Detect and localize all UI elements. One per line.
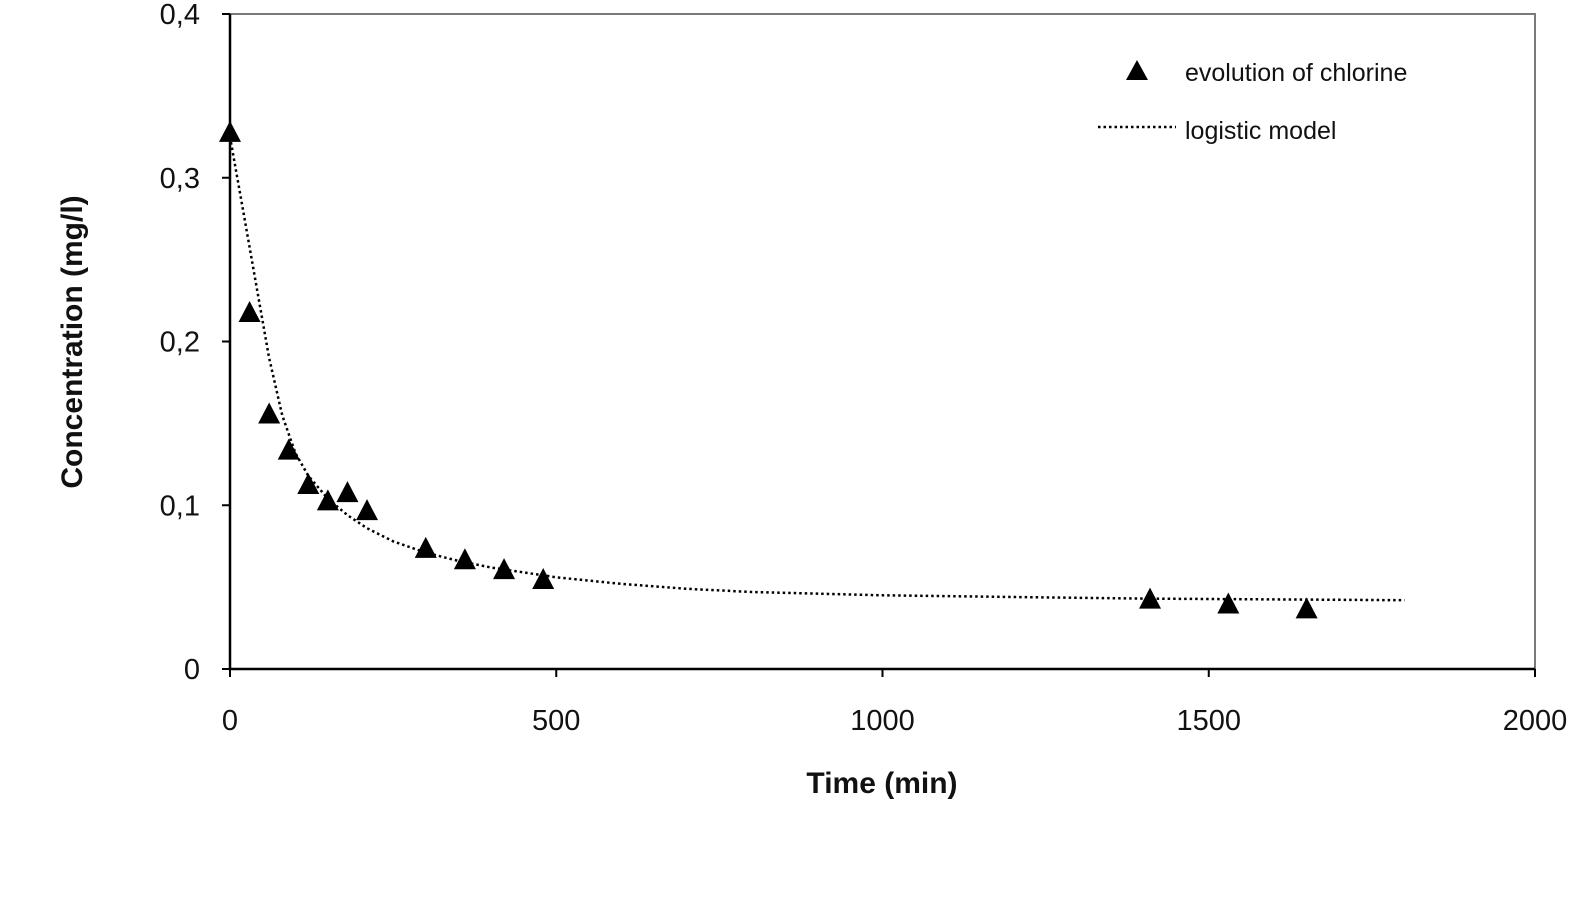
y-ticks: 0 0,1 0,2 0,3 0,4 [160,0,230,686]
y-tick-label: 0,2 [160,327,200,359]
x-tick-label: 500 [532,705,580,737]
chlorine-data-point [336,481,359,503]
chlorine-data-point [238,301,261,323]
x-ticks: 0 500 1000 1500 2000 [222,669,1567,737]
chlorine-data-point [1139,587,1162,609]
legend-triangle-marker [1126,60,1148,80]
chlorine-data-point [493,558,516,580]
chlorine-data-point [258,402,281,424]
y-tick-label: 0,3 [160,163,200,195]
legend-label-evolution-of-chlorine: evolution of chlorine [1185,59,1407,87]
plot-area: 0 500 1000 1500 2000 0 0,1 0,2 0,3 0,4 [160,0,1568,737]
chlorine-data-point [453,548,476,570]
chlorine-data-point [414,536,437,558]
y-axis-title: Concentration (mg/l) [56,195,89,488]
y-tick-label: 0 [184,654,200,686]
chlorine-data-point [316,489,339,511]
x-tick-label: 1500 [1176,705,1241,737]
x-tick-label: 1000 [850,705,915,737]
legend-label-logistic-model: logistic model [1185,117,1336,145]
chlorine-data-point [1295,597,1318,619]
chlorine-data-point [297,472,320,494]
logistic-model-line [228,136,1405,602]
chlorine-data-point [219,120,241,142]
x-axis-title: Time (min) [806,767,957,800]
chlorine-data-point [532,567,555,589]
series-layer [219,120,1405,619]
x-tick-label: 2000 [1503,705,1568,737]
y-tick-label: 0,1 [160,490,200,522]
chlorine-data-point [356,499,379,521]
chlorine-data-point [1217,592,1240,614]
y-tick-label: 0,4 [160,0,200,31]
plot-frame [229,13,1536,670]
legend: evolution of chlorine logistic model [1098,59,1407,145]
x-tick-label: 0 [222,705,238,737]
chlorine-data-point [277,438,300,460]
